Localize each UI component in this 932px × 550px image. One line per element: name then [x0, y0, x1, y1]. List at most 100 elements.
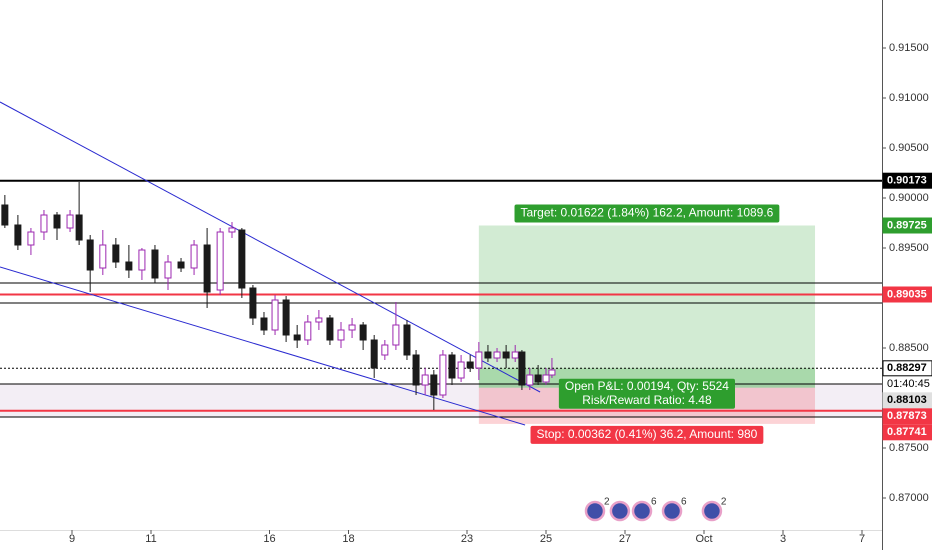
candle-body	[326, 317, 334, 341]
price-label: 0.88103	[887, 394, 927, 406]
candle-body	[164, 261, 172, 279]
price-label-bg	[882, 392, 932, 409]
candle-body	[502, 351, 510, 359]
pnl-label: Open P&L: 0.00194, Qty: 5524Risk/Reward …	[558, 378, 735, 409]
countdown: 01:40:45	[887, 378, 930, 390]
price-label-bg	[882, 286, 932, 303]
candle-body	[466, 361, 474, 369]
candle-body	[412, 354, 420, 386]
candle-body	[66, 214, 74, 229]
candle-body	[228, 227, 236, 233]
price-label-bg	[882, 172, 932, 189]
ratio-text: Risk/Reward Ratio: 4.48	[582, 393, 712, 407]
candle-body	[430, 374, 438, 396]
event-badge: 6	[681, 497, 687, 508]
candle-body	[190, 244, 198, 269]
countdown-bg	[883, 376, 932, 392]
y-tick-label: 0.89500	[889, 242, 929, 254]
y-tick-label: 0.90000	[889, 192, 929, 204]
x-tick-label: 27	[619, 533, 631, 545]
candle-body	[260, 317, 268, 331]
candle-body	[542, 374, 550, 383]
target-label-text: Target: 0.01622 (1.84%) 162.2, Amount: 1…	[521, 206, 774, 220]
candle-body	[511, 351, 519, 359]
x-tick-label: 9	[69, 533, 75, 545]
y-tick-label: 0.88500	[889, 342, 929, 354]
pnl-label-bg	[558, 378, 735, 409]
candle-body	[216, 231, 224, 291]
event-icon	[609, 500, 631, 522]
stop-label-bg	[530, 425, 764, 444]
x-tick-label: 11	[145, 533, 156, 545]
event-icon	[701, 500, 723, 522]
event-icon	[661, 500, 683, 522]
trendline	[0, 266, 526, 426]
price-label: 0.90173	[887, 175, 927, 187]
x-tick-label: 18	[342, 533, 354, 545]
candle-body	[99, 244, 107, 269]
price-label-bg	[882, 424, 932, 441]
price-label: 0.87873	[887, 410, 927, 422]
x-tick-label: 7	[859, 533, 865, 545]
candle-body	[484, 351, 492, 359]
candle-body	[125, 261, 133, 271]
price-label-bg	[882, 217, 932, 234]
candle-body	[203, 244, 211, 293]
candle-body	[348, 324, 356, 331]
candle-body	[138, 249, 146, 271]
event-icon	[584, 500, 606, 522]
candle-body	[381, 344, 389, 356]
price-label-bg	[882, 408, 932, 425]
target-zone	[478, 225, 816, 388]
price-label: 0.89725	[887, 219, 927, 231]
candle-body	[75, 214, 83, 241]
target-label: Target: 0.01622 (1.84%) 162.2, Amount: 1…	[514, 204, 780, 223]
candle-body	[293, 334, 301, 341]
candle-body	[14, 224, 22, 246]
candle-body	[457, 361, 465, 379]
x-tick-label: 16	[263, 533, 275, 545]
x-tick-label: 3	[780, 533, 786, 545]
candle-body	[27, 231, 35, 246]
pnl-text: Open P&L: 0.00194, Qty: 5524	[565, 379, 729, 393]
candle-body	[337, 329, 345, 341]
candle-body	[1, 204, 9, 226]
candle-body	[315, 317, 323, 323]
candle-body	[518, 351, 526, 386]
event-icon	[631, 500, 653, 522]
stop-label: Stop: 0.00362 (0.41%) 36.2, Amount: 980	[530, 425, 764, 444]
candle-body	[40, 214, 48, 233]
candle-body	[475, 351, 483, 369]
candle-body	[359, 324, 367, 341]
price-label: 0.88297	[887, 362, 927, 374]
candle-body	[493, 351, 501, 359]
candle-body	[53, 214, 61, 229]
x-tick-label: 23	[461, 533, 473, 545]
trendline	[0, 101, 541, 393]
candle-body	[177, 261, 185, 269]
candle-body	[151, 249, 159, 279]
y-tick-label: 0.91000	[889, 92, 929, 104]
y-tick-label: 0.90500	[889, 142, 929, 154]
price-label: 0.87741	[887, 426, 927, 438]
candle-body	[534, 374, 542, 383]
candle-body	[526, 374, 534, 386]
candle-body	[304, 321, 312, 341]
candle-body	[249, 287, 257, 319]
y-tick-label: 0.87000	[889, 492, 929, 504]
stop-label-text: Stop: 0.00362 (0.41%) 36.2, Amount: 980	[537, 427, 758, 441]
candle-body	[439, 354, 447, 396]
candle-body	[86, 239, 94, 271]
price-axis-bg	[882, 0, 932, 550]
candle-body	[392, 324, 400, 346]
candle-body	[271, 299, 279, 331]
candle-body	[282, 299, 290, 336]
candle-body	[403, 324, 411, 356]
candle-body	[370, 339, 378, 369]
candle-body	[112, 244, 120, 263]
x-tick-label: Oct	[695, 533, 712, 545]
event-badge: 2	[604, 497, 610, 508]
candle-body	[421, 374, 429, 386]
candle-body	[448, 354, 456, 379]
